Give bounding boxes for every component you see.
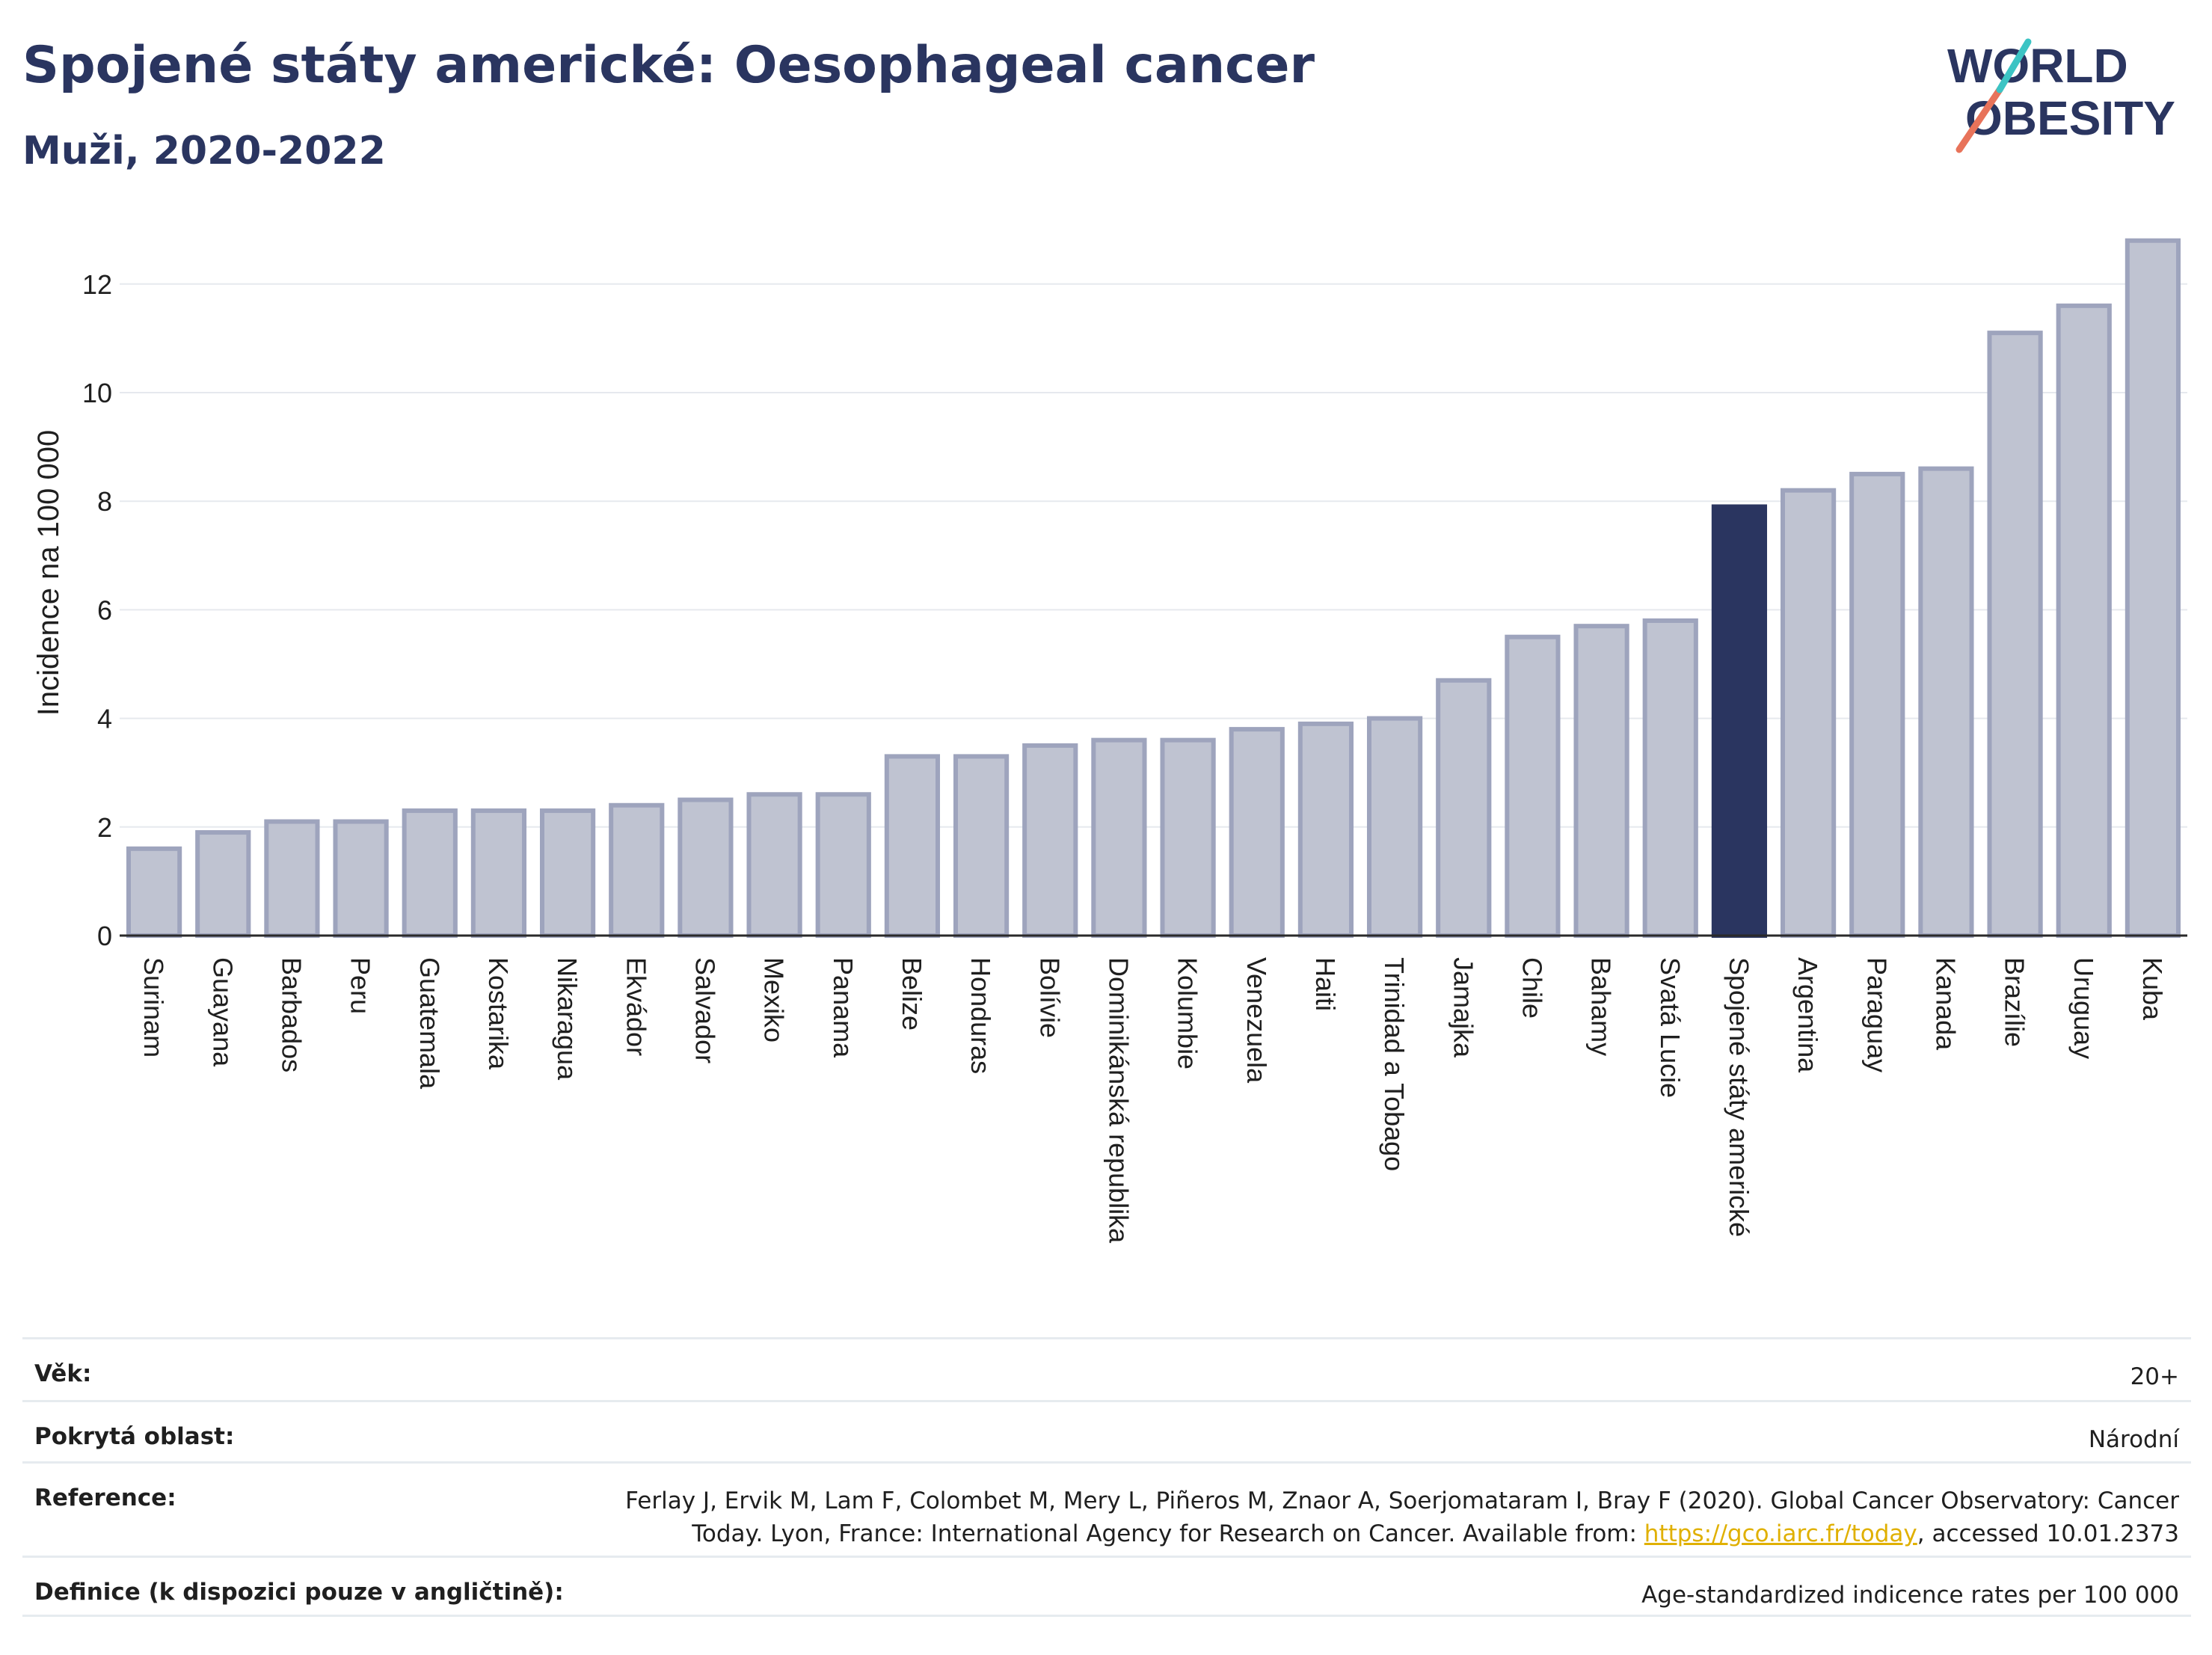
bar — [1573, 624, 1629, 938]
x-tick-label: Haiti — [1310, 957, 1341, 1011]
meta-row-age: Věk: 20+ — [22, 1337, 2191, 1400]
bar — [1642, 618, 1698, 938]
x-tick-label: Nikaragua — [552, 957, 583, 1081]
x-axis-labels: Surinam Guayana Barbados Peru Guatemala Kosta… — [138, 957, 2168, 1244]
y-tick-label: 4 — [97, 704, 112, 734]
x-tick-label: Kanada — [1930, 957, 1961, 1051]
bar — [1022, 743, 1078, 939]
reference-line-2-pre: Today. Lyon, France: International Agenc… — [692, 1520, 1644, 1547]
x-tick-label: Kuba — [2137, 957, 2168, 1021]
bar — [815, 792, 871, 938]
y-axis-ticks: 0 2 4 6 8 10 12 — [82, 269, 112, 951]
x-tick-label: Argentina — [1792, 957, 1823, 1073]
reference-line-1: Ferlay J, Ervik M, Lam F, Colombet M, Me… — [625, 1487, 2179, 1514]
metadata-table: Věk: 20+ Pokrytá oblast: Národní Referen… — [22, 1337, 2191, 1617]
bar — [746, 792, 802, 938]
world-obesity-logo: WORLD OBESITY — [1947, 38, 2175, 153]
bar — [884, 754, 941, 938]
age-value: 20+ — [2130, 1363, 2179, 1390]
chart-title: Spojené státy americké: Oesophageal canc… — [22, 36, 1315, 95]
y-tick-label: 2 — [97, 812, 112, 843]
svg-text:OBESITY: OBESITY — [1965, 91, 2175, 145]
bar — [609, 802, 665, 939]
x-tick-label: Panama — [828, 957, 858, 1058]
y-tick-label: 12 — [82, 269, 112, 300]
bar — [1091, 737, 1147, 938]
bar — [1780, 488, 1837, 938]
meta-row-reference: Reference: Ferlay J, Ervik M, Lam F, Col… — [22, 1461, 2191, 1556]
x-tick-label: Mexiko — [759, 957, 790, 1043]
x-tick-label: Chile — [1517, 957, 1547, 1019]
x-tick-label: Bahamy — [1586, 957, 1617, 1056]
x-tick-label: Ekvádor — [621, 957, 651, 1056]
bar — [402, 808, 458, 939]
x-tick-label: Venezuela — [1241, 957, 1272, 1084]
bar — [1918, 466, 1974, 938]
bar — [1297, 721, 1354, 938]
reference-label: Reference: — [34, 1484, 176, 1511]
bar — [1229, 727, 1285, 938]
bar-highlighted — [1711, 504, 1768, 938]
x-tick-label: Surinam — [138, 957, 169, 1057]
x-tick-label: Jamajka — [1448, 957, 1478, 1058]
definition-label: Definice (k dispozici pouze v angličtině… — [34, 1579, 564, 1606]
x-tick-label: Dominikánská republika — [1103, 957, 1134, 1244]
x-tick-label: Guatemala — [414, 957, 445, 1090]
bar — [470, 808, 527, 939]
reference-value: Ferlay J, Ervik M, Lam F, Colombet M, Me… — [625, 1484, 2179, 1550]
y-tick-label: 6 — [97, 595, 112, 625]
bar — [678, 797, 734, 938]
y-tick-label: 10 — [82, 378, 112, 408]
x-tick-label: Trinidad a Tobago — [1379, 957, 1410, 1171]
y-tick-label: 0 — [97, 921, 112, 951]
bar — [1436, 678, 1492, 939]
x-tick-label: Uruguay — [2068, 957, 2099, 1059]
bar-chart: 0 2 4 6 8 10 12 Surinam Guayana Barbados Peru Guat… — [32, 238, 2187, 1244]
svg-text:WORLD: WORLD — [1947, 39, 2128, 93]
grid-lines — [120, 283, 2187, 828]
bar — [953, 754, 1010, 938]
reference-line-2-post: , accessed 10.01.2373 — [1917, 1520, 2179, 1547]
x-tick-label: Spojené státy americké — [1724, 957, 1754, 1237]
x-tick-label: Paraguay — [1861, 957, 1892, 1072]
x-tick-label: Guayana — [207, 957, 238, 1067]
bar — [1505, 634, 1561, 938]
bar — [333, 819, 389, 939]
bar — [264, 819, 320, 939]
bar — [1849, 471, 1905, 938]
x-tick-label: Bolívie — [1034, 957, 1065, 1038]
x-tick-label: Salvador — [689, 957, 720, 1063]
bars — [126, 238, 2181, 939]
meta-row-definition: Definice (k dispozici pouze v angličtině… — [22, 1556, 2191, 1617]
bar — [1987, 331, 2043, 938]
bar — [126, 846, 182, 938]
x-tick-label: Honduras — [965, 957, 996, 1074]
bar — [195, 830, 251, 939]
coverage-label: Pokrytá oblast: — [34, 1423, 235, 1450]
bar — [2056, 303, 2112, 938]
age-label: Věk: — [34, 1360, 92, 1387]
definition-value: Age-standardized indicence rates per 100… — [1641, 1582, 2179, 1609]
x-tick-label: Brazílie — [2000, 957, 2030, 1047]
x-tick-label: Belize — [897, 957, 927, 1031]
x-tick-label: Peru — [345, 957, 376, 1014]
y-tick-label: 8 — [97, 486, 112, 517]
bar — [539, 808, 596, 939]
coverage-value: Národní — [2088, 1426, 2179, 1453]
meta-row-coverage: Pokrytá oblast: Národní — [22, 1400, 2191, 1461]
x-tick-label: Kolumbie — [1173, 957, 1203, 1069]
x-tick-label: Barbados — [276, 957, 307, 1072]
x-tick-label: Svatá Lucie — [1655, 957, 1686, 1098]
bar — [1366, 716, 1423, 938]
bar — [2125, 238, 2181, 939]
x-tick-label: Kostarika — [483, 957, 514, 1070]
bar — [1160, 737, 1216, 938]
reference-link[interactable]: https://gco.iarc.fr/today — [1644, 1520, 1917, 1547]
chart-subtitle: Muži, 2020-2022 — [22, 129, 386, 174]
y-axis-title: Incidence na 100 000 — [32, 430, 65, 716]
